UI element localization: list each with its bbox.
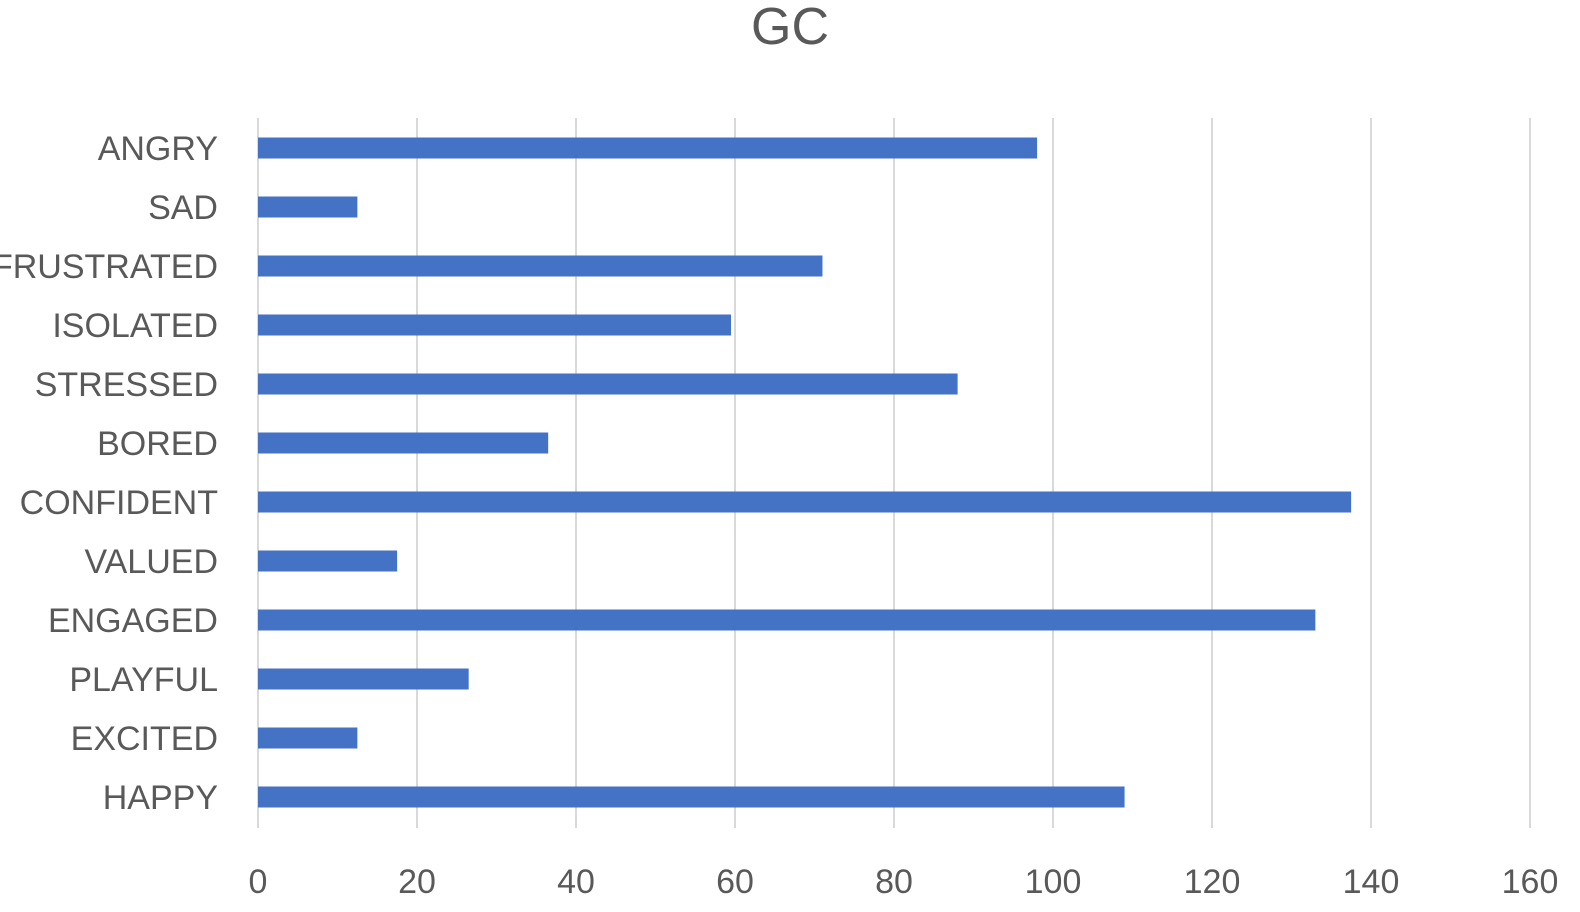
x-tick-label: 100 bbox=[1025, 863, 1082, 901]
x-tick-label: 20 bbox=[398, 863, 436, 901]
bar-engaged bbox=[258, 609, 1316, 631]
x-tick-label: 160 bbox=[1502, 863, 1559, 901]
bar-confident bbox=[258, 491, 1352, 513]
chart-title: GC bbox=[751, 0, 829, 56]
bar-stressed bbox=[258, 373, 958, 395]
category-label-angry: ANGRY bbox=[98, 130, 218, 168]
category-label-isolated: ISOLATED bbox=[52, 307, 218, 345]
x-tick-label: 120 bbox=[1184, 863, 1241, 901]
bar-sad bbox=[258, 196, 358, 218]
category-label-confident: CONFIDENT bbox=[20, 484, 218, 522]
x-tick-label: 0 bbox=[249, 863, 268, 901]
category-label-engaged: ENGAGED bbox=[48, 602, 218, 640]
category-label-frustrated: FRUSTRATED bbox=[0, 248, 218, 286]
category-labels: ANGRY SAD FRUSTRATED ISOLATED STRESSED BORED C… bbox=[0, 130, 218, 817]
grid-lines bbox=[257, 118, 1531, 828]
bar-happy bbox=[258, 786, 1125, 808]
bar-frustrated bbox=[258, 255, 823, 277]
x-tick-label: 80 bbox=[875, 863, 913, 901]
bar-isolated bbox=[258, 314, 732, 336]
category-label-stressed: STRESSED bbox=[35, 366, 218, 404]
bar-angry bbox=[258, 137, 1038, 159]
bar-bored bbox=[258, 432, 549, 454]
x-tick-label: 40 bbox=[557, 863, 595, 901]
x-tick-label: 60 bbox=[716, 863, 754, 901]
category-label-sad: SAD bbox=[148, 189, 218, 227]
category-label-playful: PLAYFUL bbox=[69, 661, 218, 699]
category-label-bored: BORED bbox=[97, 425, 218, 463]
category-label-excited: EXCITED bbox=[71, 720, 218, 758]
x-tick-label: 140 bbox=[1343, 863, 1400, 901]
bar-valued bbox=[258, 550, 398, 572]
bar-playful bbox=[258, 668, 469, 690]
x-axis-tick-labels: 0 20 40 60 80 100 120 140 160 bbox=[249, 863, 1559, 901]
category-label-valued: VALUED bbox=[84, 543, 218, 581]
category-label-happy: HAPPY bbox=[103, 779, 218, 817]
bar-excited bbox=[258, 727, 358, 749]
bars bbox=[258, 137, 1352, 808]
